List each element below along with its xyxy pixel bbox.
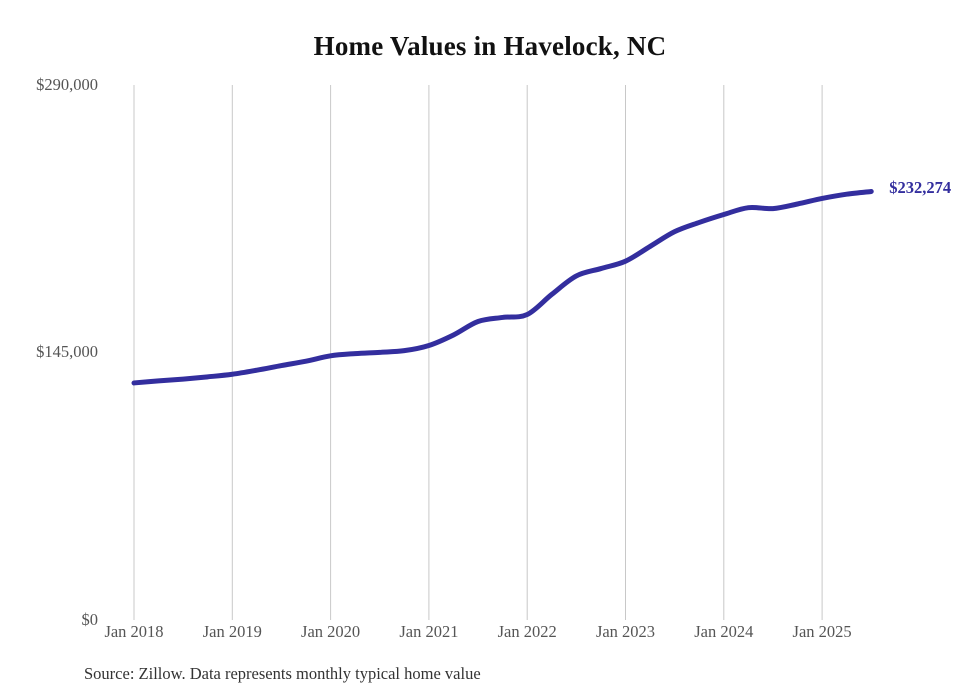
y-axis-tick-label-top: $290,000 (36, 75, 98, 94)
source-note: Source: Zillow. Data represents monthly … (84, 664, 481, 683)
x-axis-tick-label: Jan 2020 (301, 622, 361, 641)
x-axis-tick-label: Jan 2024 (694, 622, 754, 641)
home-value-series-line (131, 188, 874, 386)
x-axis-tick-label: Jan 2025 (792, 622, 852, 641)
y-axis-tick-label-bottom: $0 (81, 610, 99, 629)
x-axis-tick-label: Jan 2019 (202, 622, 262, 641)
y-axis-tick-label-middle: $145,000 (36, 342, 98, 361)
vertical-gridlines (133, 85, 823, 620)
x-axis-tick-label: Jan 2018 (104, 622, 164, 641)
x-axis-tick-label: Jan 2022 (497, 622, 557, 641)
x-axis-tick-label: Jan 2021 (399, 622, 459, 641)
x-axis-tick-label: Jan 2023 (595, 622, 656, 641)
end-value-annotation: $232,274 (889, 178, 952, 198)
chart-title: Home Values in Havelock, NC (313, 31, 667, 61)
